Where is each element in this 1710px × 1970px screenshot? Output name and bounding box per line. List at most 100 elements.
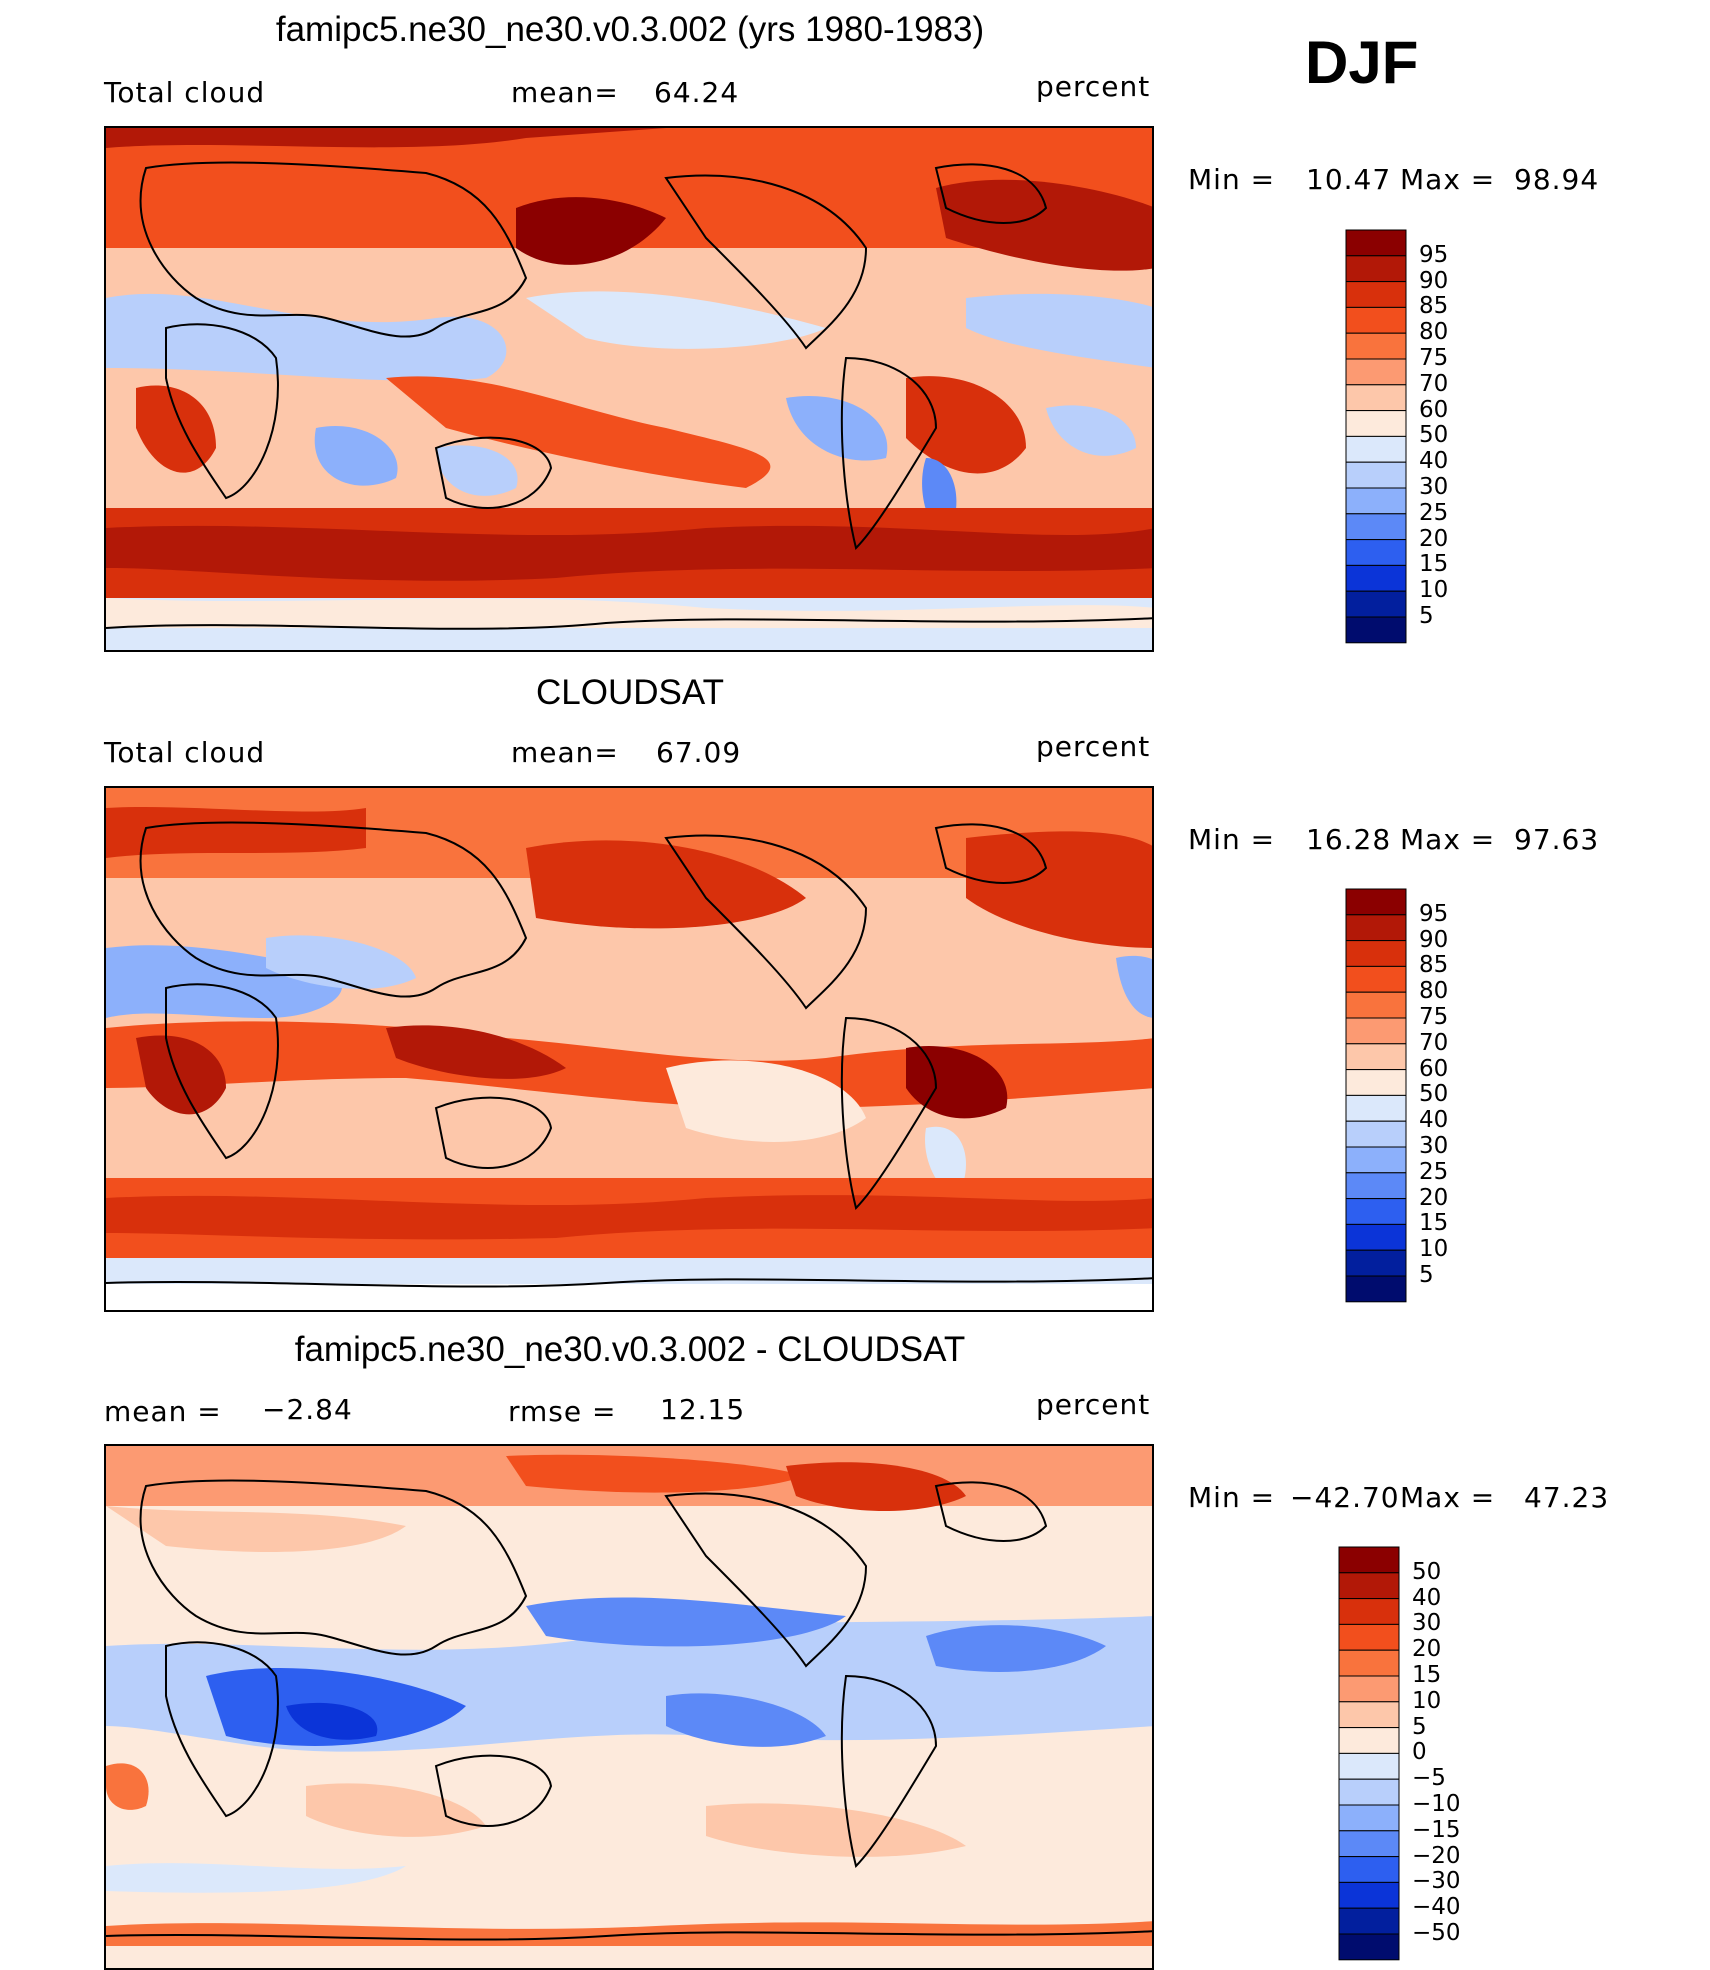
colorbar-swatches	[1345, 888, 1407, 1303]
colorbar-swatch	[1345, 255, 1407, 283]
colorbar-swatches	[1345, 229, 1407, 644]
colorbar-tick-label: −20	[1412, 1842, 1461, 1869]
colorbar-tick-label: −40	[1412, 1894, 1461, 1921]
colorbar-swatch	[1338, 1623, 1400, 1651]
panel-3-rmse-value: 12.15	[660, 1393, 746, 1426]
colorbar-swatch	[1345, 940, 1407, 967]
panel-1-min-label: Min =	[1188, 163, 1276, 196]
colorbar-swatch	[1345, 1146, 1407, 1174]
colorbar-tick-label: 85	[1419, 952, 1449, 979]
colorbar-swatch	[1345, 965, 1407, 993]
colorbar-tick-label: 40	[1412, 1584, 1442, 1611]
panel-1-colorbar: 95 90 85 80 75 70 60 50 40 30 25 20 15 10 5	[1345, 229, 1465, 644]
colorbar-tick-label: 85	[1419, 293, 1449, 320]
panel-3-min-value: −42.70	[1290, 1481, 1400, 1514]
colorbar-tick-label: 5	[1412, 1713, 1427, 1740]
panel-2-variable-label: Total cloud	[104, 736, 266, 769]
colorbar-swatch	[1338, 1778, 1400, 1806]
colorbar-swatch	[1338, 1546, 1400, 1574]
panel-2-colorbar: 95 90 85 80 75 70 60 50 40 30 25 20 15 10 5	[1345, 888, 1465, 1303]
panel-2-mean-value: 67.09	[656, 736, 742, 769]
colorbar-tick-label: 90	[1419, 926, 1449, 953]
season-label: DJF	[1305, 29, 1419, 96]
colorbar-swatch	[1345, 1172, 1407, 1200]
colorbar-swatch	[1345, 384, 1407, 412]
colorbar-swatch	[1345, 487, 1407, 515]
panel-1-min-value: 10.47	[1306, 163, 1392, 196]
colorbar-swatch	[1338, 1856, 1400, 1883]
colorbar-swatch	[1338, 1572, 1400, 1600]
panel-2-min-value: 16.28	[1306, 823, 1392, 856]
colorbar-swatch	[1338, 1752, 1400, 1780]
colorbar-tick-label: 25	[1419, 499, 1449, 526]
panel-2-mean-label: mean=	[511, 736, 619, 769]
panel-3-max-label: Max =	[1400, 1481, 1496, 1514]
colorbar-swatch	[1345, 358, 1407, 386]
panel-3-mean-value: −2.84	[262, 1393, 353, 1426]
colorbar-swatch	[1345, 1198, 1407, 1225]
colorbar-tick-label: 80	[1419, 978, 1449, 1005]
colorbar-tick-label: 15	[1419, 1210, 1449, 1237]
panel-2-max-label: Max =	[1400, 823, 1496, 856]
colorbar-swatch	[1345, 539, 1407, 566]
panel-2-min-label: Min =	[1188, 823, 1276, 856]
colorbar-tick-label: 10	[1419, 1236, 1449, 1263]
panel-3-max-value: 47.23	[1524, 1481, 1610, 1514]
panel-1-map-field	[106, 128, 1152, 650]
colorbar-swatch	[1338, 1649, 1400, 1677]
colorbar-tick-label: 40	[1419, 1107, 1449, 1134]
colorbar-swatch	[1338, 1727, 1400, 1754]
colorbar-tick-label: 5	[1419, 603, 1434, 629]
colorbar-swatch	[1345, 1223, 1407, 1251]
colorbar-swatch	[1345, 461, 1407, 489]
colorbar-tick-label: 50	[1412, 1558, 1442, 1585]
panel-3-title: famipc5.ne30_ne30.v0.3.002 - CLOUDSAT	[294, 1330, 966, 1369]
colorbar-tick-label: 20	[1419, 1184, 1449, 1211]
colorbar-tick-label: 95	[1419, 900, 1449, 927]
colorbar-swatch	[1345, 1275, 1407, 1303]
panel-1-mean-label: mean=	[511, 76, 619, 109]
colorbar-swatch	[1345, 564, 1407, 592]
colorbar-swatch	[1345, 281, 1407, 308]
panel-3-units: percent	[1036, 1388, 1151, 1421]
colorbar-swatch	[1345, 435, 1407, 463]
colorbar-tick-label: 20	[1419, 525, 1449, 552]
colorbar-swatch	[1345, 1249, 1407, 1277]
colorbar-tick-label: 50	[1419, 1081, 1449, 1108]
colorbar-swatches	[1338, 1546, 1400, 1961]
colorbar-tick-label: 50	[1419, 422, 1449, 449]
colorbar-tick-label: 75	[1419, 345, 1449, 371]
panel-1-map	[104, 126, 1154, 652]
colorbar-swatch	[1345, 1069, 1407, 1096]
colorbar-tick-label: −5	[1412, 1765, 1446, 1792]
colorbar-swatch	[1338, 1675, 1400, 1703]
colorbar-swatch	[1345, 1120, 1407, 1148]
colorbar-swatch	[1338, 1830, 1400, 1858]
colorbar-swatch	[1338, 1598, 1400, 1625]
colorbar-swatch	[1345, 410, 1407, 437]
panel-1-max-label: Max =	[1400, 163, 1496, 196]
colorbar-tick-label: 30	[1419, 1133, 1449, 1159]
colorbar-swatch	[1345, 1017, 1407, 1045]
panel-3-min-label: Min =	[1188, 1481, 1276, 1514]
colorbar-swatch	[1338, 1804, 1400, 1832]
colorbar-tick-label: 80	[1419, 319, 1449, 346]
colorbar-tick-label: 70	[1419, 370, 1449, 397]
colorbar-swatch	[1345, 616, 1407, 644]
colorbar-tick-label: 70	[1419, 1029, 1449, 1056]
colorbar-tick-label: 90	[1419, 267, 1449, 294]
panel-2-max-value: 97.63	[1514, 823, 1600, 856]
colorbar-swatch	[1338, 1907, 1400, 1935]
panel-3-mean-label: mean =	[104, 1395, 222, 1428]
colorbar-tick-label: −50	[1412, 1920, 1461, 1946]
panel-2-map	[104, 786, 1154, 1312]
colorbar-swatch	[1345, 590, 1407, 618]
colorbar-tick-label: 60	[1419, 1055, 1449, 1082]
colorbar-swatch	[1338, 1933, 1400, 1961]
colorbar-tick-label: 30	[1412, 1610, 1442, 1637]
colorbar-swatch	[1338, 1881, 1400, 1909]
colorbar-swatch	[1338, 1701, 1400, 1729]
panel-2-map-field	[106, 788, 1152, 1310]
colorbar-swatch	[1345, 1043, 1407, 1071]
colorbar-swatch	[1345, 888, 1407, 916]
